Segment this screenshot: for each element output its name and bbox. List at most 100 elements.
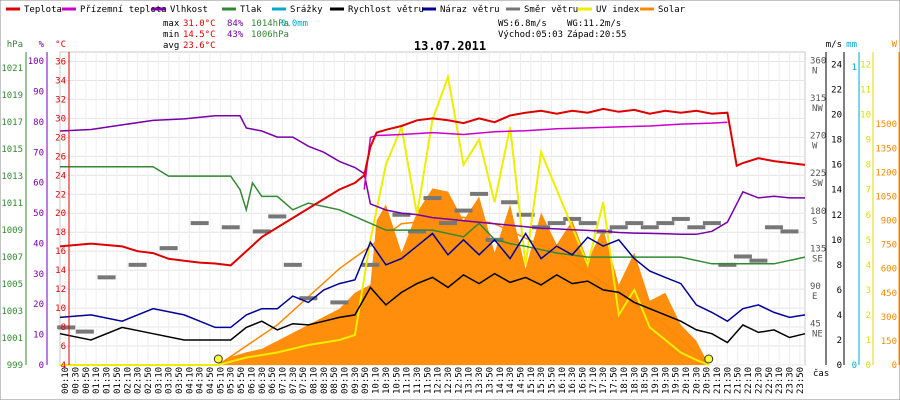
wind-direction-marker bbox=[361, 262, 380, 267]
x-tick-label: 13:50 bbox=[485, 367, 495, 394]
wind-direction-marker bbox=[501, 200, 520, 205]
x-tick-label: 02:50 bbox=[144, 367, 154, 394]
uv-axis-tick: 4 bbox=[866, 261, 871, 271]
wind-axis-tick: 2 bbox=[837, 336, 842, 346]
pressure-axis-tick: 1021 bbox=[1, 64, 23, 74]
stats-block: max 31.0°C 84% 1014hPa 0.0mm min 14.5°C … bbox=[163, 19, 627, 51]
x-tick-label: 15:50 bbox=[547, 367, 557, 394]
wind-direction-marker bbox=[625, 221, 644, 226]
solar-axis-tick: 300 bbox=[881, 313, 897, 323]
humidity-axis-tick: 90 bbox=[33, 88, 44, 98]
solar-theoretical-line bbox=[217, 216, 710, 366]
x-tick-label: 06:30 bbox=[258, 367, 268, 394]
x-tick-label: 00:10 bbox=[61, 367, 71, 394]
temperature-axis-tick: 14 bbox=[55, 266, 66, 276]
solar-axis-tick: 0 bbox=[892, 361, 897, 371]
x-tick-label: 13:30 bbox=[475, 367, 485, 394]
legend-label: Přízemní teplota bbox=[80, 5, 167, 15]
solar-axis-tick: 900 bbox=[881, 217, 897, 227]
x-tick-label: 08:50 bbox=[330, 367, 340, 394]
humidity-axis-tick: 100 bbox=[28, 57, 44, 67]
temperature-axis-tick: 30 bbox=[55, 114, 66, 124]
x-tick-label: 03:30 bbox=[165, 367, 175, 394]
pressure-axis-tick: 1001 bbox=[1, 334, 23, 344]
wind-direction-marker bbox=[128, 262, 147, 267]
solar-axis-tick: 1200 bbox=[875, 168, 897, 178]
wind-speed-stat: WS:6.8m/s bbox=[498, 19, 547, 29]
temperature-axis-tick: 28 bbox=[55, 133, 66, 143]
wind-speed-line bbox=[59, 272, 806, 344]
x-tick-label: 10:50 bbox=[392, 367, 402, 394]
humidity-line bbox=[59, 115, 805, 236]
temperature-axis-tick: 8 bbox=[61, 323, 66, 333]
humidity-axis-tick: 60 bbox=[33, 179, 44, 189]
direction-axis-value: 135 bbox=[810, 244, 826, 254]
pressure-axis-tick: 1009 bbox=[1, 226, 23, 236]
pressure-axis-tick: 1011 bbox=[1, 199, 23, 209]
x-tick-label: 01:30 bbox=[103, 367, 113, 394]
x-tick-label: 20:30 bbox=[692, 367, 702, 394]
humidity-axis-tick: 20 bbox=[33, 300, 44, 310]
wind-direction-marker bbox=[671, 216, 690, 221]
legend-label: UV index bbox=[596, 5, 640, 15]
uv-axis-tick: 8 bbox=[866, 161, 871, 171]
wind-direction-marker bbox=[733, 254, 752, 259]
x-tick-label: 18:50 bbox=[641, 367, 651, 394]
direction-axis-value: 45 bbox=[810, 319, 821, 329]
x-tick-label: 21:10 bbox=[713, 367, 723, 394]
solar-axis-tick: 1500 bbox=[875, 120, 897, 130]
wind-direction-marker bbox=[640, 225, 659, 230]
x-tick-label: 09:50 bbox=[361, 367, 371, 394]
direction-axis-value: 270 bbox=[810, 132, 826, 142]
wind-direction-marker bbox=[547, 221, 566, 226]
temperature-axis-tick: 16 bbox=[55, 247, 66, 257]
uv-axis-tick: 12 bbox=[860, 61, 871, 71]
x-tick-label: 10:10 bbox=[372, 367, 382, 394]
wind-axis-tick: 18 bbox=[831, 136, 842, 146]
x-tick-label: 16:30 bbox=[568, 367, 578, 394]
temperature-axis-tick: 32 bbox=[55, 95, 66, 105]
solar-area bbox=[218, 188, 709, 365]
x-tick-label: 14:30 bbox=[506, 367, 516, 394]
x-tick-label: 04:10 bbox=[185, 367, 195, 394]
temperature-axis-tick: 36 bbox=[55, 57, 66, 67]
solar-axis-tick: 150 bbox=[881, 337, 897, 347]
humidity-axis-tick: 30 bbox=[33, 270, 44, 280]
direction-axis-label: NE bbox=[812, 329, 823, 339]
wind-direction-marker bbox=[749, 258, 768, 263]
humidity-axis-tick: 10 bbox=[33, 331, 44, 341]
x-tick-label: 00:30 bbox=[72, 367, 82, 394]
solar-axis-unit: W bbox=[892, 40, 898, 50]
x-tick-label: 05:50 bbox=[237, 367, 247, 394]
x-tick-label: 09:30 bbox=[351, 367, 361, 394]
wind-direction-marker bbox=[268, 214, 287, 219]
direction-axis-label: SE bbox=[812, 254, 823, 264]
wind-direction-marker bbox=[330, 300, 349, 305]
x-tick-label: 22:50 bbox=[765, 367, 775, 394]
direction-axis-value: 225 bbox=[810, 169, 826, 179]
wind-axis-tick: 6 bbox=[837, 286, 842, 296]
legend-label: Náraz větru bbox=[440, 5, 500, 15]
wind-axis-tick: 12 bbox=[831, 211, 842, 221]
direction-axis-label: W bbox=[812, 142, 818, 152]
x-tick-label: 23:10 bbox=[775, 367, 785, 394]
wind-direction-marker bbox=[423, 196, 442, 201]
pressure-axis-tick: 1013 bbox=[1, 172, 23, 182]
rain-axis-tick: 1 bbox=[852, 63, 857, 73]
sunrise: Východ:05:03 bbox=[498, 30, 563, 40]
min-press: 1006hPa bbox=[251, 30, 289, 40]
x-tick-label: 07:50 bbox=[299, 367, 309, 394]
x-tick-label: 14:10 bbox=[496, 367, 506, 394]
humidity-axis-tick: 80 bbox=[33, 118, 44, 128]
direction-axis-label: SW bbox=[812, 179, 823, 189]
axes: 9991001100310051007100910111013101510171… bbox=[1, 40, 900, 394]
x-tick-label: 04:30 bbox=[196, 367, 206, 394]
wind-axis-tick: 20 bbox=[831, 111, 842, 121]
wind-axis-tick: 4 bbox=[837, 311, 842, 321]
x-tick-label: 09:10 bbox=[341, 367, 351, 394]
max-temp: 31.0°C bbox=[183, 19, 216, 29]
min-temp: 14.5°C bbox=[183, 30, 216, 40]
wind-direction-marker bbox=[252, 229, 271, 234]
temperature-axis-tick: 24 bbox=[55, 171, 66, 181]
